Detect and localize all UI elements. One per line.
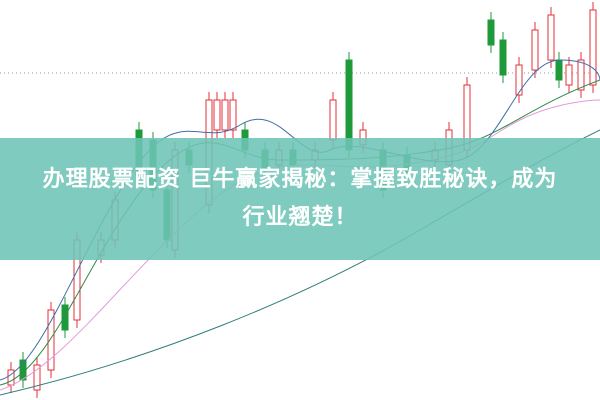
candle xyxy=(499,39,507,76)
candle xyxy=(229,99,237,131)
candle xyxy=(33,364,41,391)
title-banner: 办理股票配资 巨牛赢家揭秘：掌握致胜秘诀，成为 行业翘楚！ xyxy=(0,138,600,260)
candle xyxy=(565,64,573,86)
candle xyxy=(47,309,55,371)
candle xyxy=(589,9,597,86)
candle xyxy=(577,59,585,91)
candle xyxy=(515,64,523,96)
candle xyxy=(547,14,555,61)
candle xyxy=(345,59,353,151)
article-title-line-2: 行业翘楚！ xyxy=(242,205,358,230)
candle xyxy=(213,99,221,131)
candle xyxy=(7,369,15,386)
candle xyxy=(61,304,69,331)
candle xyxy=(329,99,337,141)
candle xyxy=(221,99,229,131)
candle xyxy=(487,19,495,46)
candle xyxy=(531,29,539,71)
article-title-line-1: 办理股票配资 巨牛赢家揭秘：掌握致胜秘诀，成为 xyxy=(42,167,558,192)
candle xyxy=(555,59,563,81)
